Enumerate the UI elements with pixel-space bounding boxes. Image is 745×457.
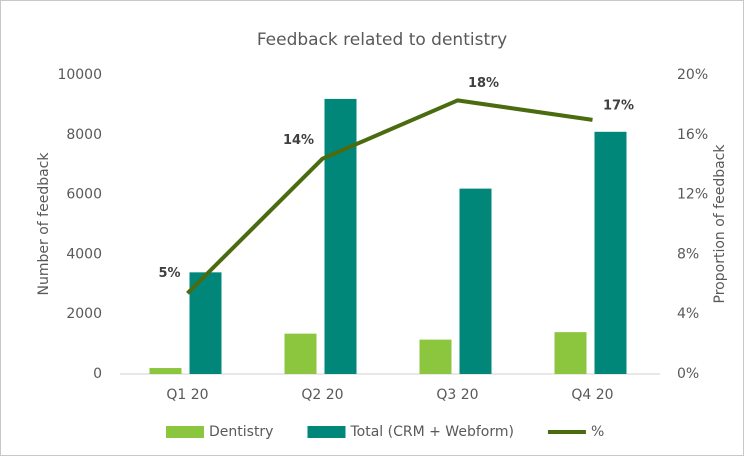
x-tick-label: Q3 20	[436, 387, 478, 403]
x-tick-label: Q2 20	[301, 387, 343, 403]
y-tick-label: 2000	[66, 306, 102, 322]
bar	[419, 339, 452, 374]
data-label: 5%	[158, 266, 180, 281]
bar	[189, 272, 222, 374]
y-axis-title: Number of feedback	[36, 152, 52, 296]
chart-title: Feedback related to dentistry	[257, 30, 507, 50]
y2-tick-label: 0%	[677, 366, 699, 382]
bar	[149, 368, 182, 374]
x-tick-label: Q4 20	[571, 387, 613, 403]
y2-tick-label: 12%	[677, 187, 708, 203]
data-label: 17%	[603, 98, 634, 113]
x-tick-label: Q1 20	[166, 387, 208, 403]
legend-label: Dentistry	[209, 424, 273, 440]
bar	[554, 332, 587, 374]
legend-label: Total (CRM + Webform)	[349, 424, 513, 440]
bar	[594, 131, 627, 374]
data-label: 14%	[283, 133, 314, 148]
bar	[284, 333, 317, 374]
bar	[324, 98, 357, 375]
y-tick-label: 0	[93, 366, 102, 382]
data-label: 18%	[468, 76, 499, 91]
y2-tick-label: 4%	[677, 306, 699, 322]
line-series	[186, 98, 593, 295]
y2-tick-label: 8%	[677, 246, 699, 262]
legend-label: %	[591, 424, 604, 440]
legend-swatch	[166, 426, 204, 438]
y-tick-label: 6000	[66, 187, 102, 203]
y2-tick-label: 16%	[677, 127, 708, 143]
y2-tick-label: 20%	[677, 67, 708, 83]
bar	[459, 188, 492, 374]
y-tick-label: 10000	[57, 67, 102, 83]
legend-swatch	[307, 426, 346, 438]
y-tick-label: 8000	[66, 127, 102, 143]
y2-axis-title: Proportion of feedback	[712, 144, 728, 304]
y-tick-label: 4000	[66, 246, 102, 262]
